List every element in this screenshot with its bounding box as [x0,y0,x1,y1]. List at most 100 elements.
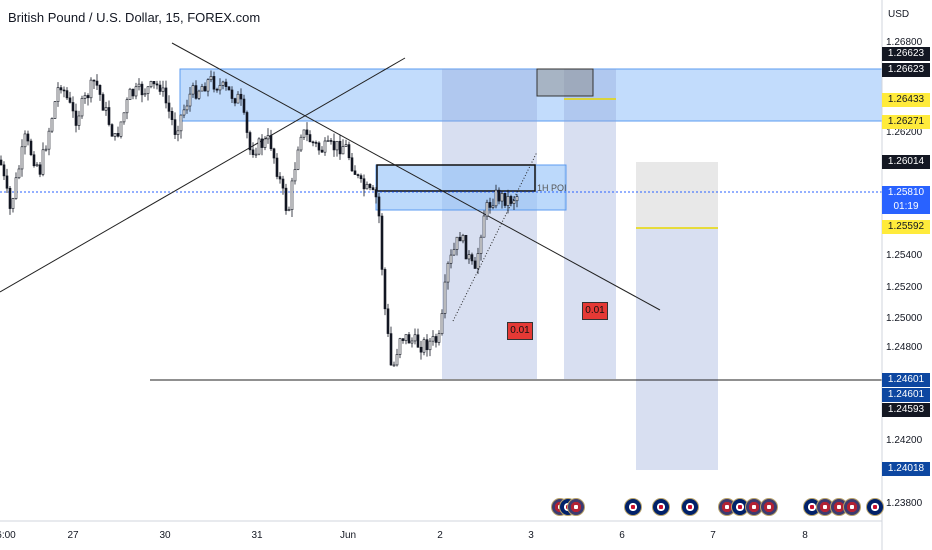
candle-body [395,354,399,366]
candle-body [470,254,474,262]
candle-body [35,164,39,167]
candle-body [512,200,516,204]
uk-flag-icon[interactable] [624,498,642,516]
candle-body [140,83,144,96]
price-label-dark: 1.26623 [882,47,930,61]
candle-body [392,364,396,367]
uk-flag-icon[interactable] [652,498,670,516]
risk-label-1: 0.01 [507,322,533,340]
candle-body [365,183,369,190]
candle-body [515,196,519,202]
price-tick: 1.25400 [886,250,923,261]
trendline-down[interactable] [171,42,661,311]
candle-body [383,269,387,310]
candle-body [443,281,447,314]
candle-body [38,164,42,175]
candle-body [389,333,393,366]
candle-body [62,89,66,92]
candle-body [44,148,48,151]
candle-body [263,138,267,148]
price-label-dark: 1.26623 [882,63,930,77]
range-box-2[interactable] [564,69,616,379]
candle-body [497,189,501,202]
time-label: 27 [67,530,79,541]
candle-body [464,234,468,260]
us-flag-icon[interactable] [843,498,861,516]
candle-body [398,338,402,355]
candle-body [74,110,78,126]
price-tick: 1.24800 [886,342,923,353]
price-label-yellow: 1.26433 [882,93,930,107]
candle-body [473,260,477,269]
candle-body [404,334,408,341]
candle-body [422,339,426,353]
candle-body [113,133,117,137]
price-label-dark: 1.26014 [882,155,930,169]
time-label: 6 [619,530,625,541]
candle-body [287,209,291,211]
candle-body [326,140,330,142]
candle-body [179,114,183,132]
price-label-yellow: 1.26271 [882,115,930,129]
chart-title[interactable]: British Pound / U.S. Dollar, 15, FOREX.c… [8,10,261,25]
candle-body [155,83,159,86]
candle-body [236,93,240,104]
candle-body [116,133,120,137]
candle-body [98,85,102,95]
candle-body [269,135,273,150]
candle-body [314,142,318,144]
candle-body [425,339,429,351]
candle-body [461,234,465,242]
uk-flag-icon[interactable] [681,498,699,516]
candle-body [488,202,492,208]
candle-body [11,198,15,209]
trendline-up[interactable] [0,57,406,293]
candle-body [110,124,114,137]
supply-zone[interactable] [179,68,883,122]
price-tick: 1.24200 [886,435,923,446]
candle-body [290,180,294,210]
time-label: 6:00 [0,530,16,541]
candle-body [254,153,258,156]
candle-body [485,202,489,217]
candle-body [104,107,108,111]
candle-body [416,334,420,348]
candle-body [5,175,9,189]
price-tick: 1.25200 [886,282,923,293]
price-candles [0,70,519,367]
range-box-3[interactable] [636,228,718,470]
dark-box[interactable] [536,68,594,97]
uk-flag-icon[interactable] [866,498,884,516]
candle-body [86,95,90,99]
candle-body [29,140,33,156]
candle-body [332,140,336,151]
candle-body [407,334,411,344]
candle-body [359,175,363,180]
us-flag-icon[interactable] [567,498,585,516]
gray-box[interactable] [636,162,718,228]
poi-black-box[interactable] [376,164,536,192]
candle-body [344,144,348,147]
candle-body [500,193,504,202]
us-flag-icon[interactable] [760,498,778,516]
candle-body [233,98,237,104]
candle-body [95,80,99,86]
candle-body [353,170,357,175]
candle-body [59,87,63,91]
candle-body [56,87,60,103]
price-tick: 1.26200 [886,127,923,138]
candle-body [191,85,195,95]
candle-body [335,140,339,151]
time-label: 8 [802,530,808,541]
candle-body [200,86,204,92]
candle-body [242,98,246,113]
candle-body [434,336,438,343]
currency-label[interactable]: USD [888,9,910,20]
candle-body [8,187,12,209]
candle-body [413,334,417,342]
candle-body [68,97,72,103]
candle-body [491,205,495,208]
candle-body [437,333,441,343]
candle-body [278,176,282,180]
